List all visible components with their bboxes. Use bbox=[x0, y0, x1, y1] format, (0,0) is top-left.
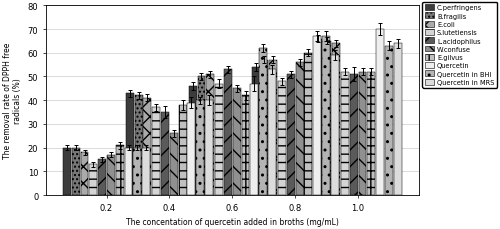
Bar bbox=[332, 44, 340, 195]
Bar bbox=[314, 37, 321, 195]
Bar bbox=[90, 164, 98, 195]
Bar bbox=[324, 42, 332, 195]
Bar bbox=[80, 153, 88, 195]
Bar bbox=[376, 30, 384, 195]
Bar bbox=[188, 103, 196, 195]
Bar bbox=[63, 148, 71, 195]
Bar bbox=[331, 56, 339, 195]
Bar bbox=[142, 148, 150, 195]
Bar bbox=[224, 70, 232, 195]
Bar bbox=[394, 44, 402, 195]
Bar bbox=[198, 77, 205, 195]
Bar bbox=[205, 101, 213, 195]
Bar bbox=[341, 72, 349, 195]
Bar bbox=[314, 39, 322, 195]
Bar bbox=[259, 49, 267, 195]
Bar bbox=[170, 134, 178, 195]
Bar bbox=[161, 112, 169, 195]
Bar bbox=[296, 63, 304, 195]
Bar bbox=[98, 160, 106, 195]
Bar bbox=[268, 70, 276, 195]
Bar bbox=[107, 155, 115, 195]
Bar bbox=[250, 84, 258, 195]
Bar bbox=[252, 68, 260, 195]
Bar bbox=[144, 98, 152, 195]
Bar bbox=[385, 46, 393, 195]
Bar bbox=[134, 96, 142, 195]
Bar bbox=[134, 148, 141, 195]
Bar bbox=[287, 75, 295, 195]
Bar bbox=[233, 89, 240, 195]
Bar bbox=[124, 148, 132, 195]
Legend: C.perfringens, B.fragilis, E.coli, S.lutetiensis, L.acidophilus, W.confuse, E.gi: C.perfringens, B.fragilis, E.coli, S.lut… bbox=[422, 3, 497, 88]
Bar bbox=[350, 75, 358, 195]
Bar bbox=[242, 96, 250, 195]
Y-axis label: The removal rate of DPPH free
radicals (%): The removal rate of DPPH free radicals (… bbox=[3, 43, 22, 159]
Bar bbox=[278, 82, 286, 195]
Bar bbox=[269, 61, 277, 195]
Bar bbox=[368, 72, 376, 195]
Bar bbox=[72, 148, 80, 195]
Bar bbox=[322, 37, 330, 195]
Bar bbox=[178, 106, 186, 195]
Bar bbox=[260, 61, 268, 195]
Bar bbox=[215, 84, 223, 195]
Bar bbox=[206, 75, 214, 195]
Bar bbox=[188, 87, 196, 195]
Bar bbox=[304, 54, 312, 195]
X-axis label: The concentation of quercetin added in broths (mg/mL): The concentation of quercetin added in b… bbox=[126, 217, 339, 226]
Bar bbox=[358, 72, 366, 195]
Bar bbox=[152, 108, 160, 195]
Bar bbox=[116, 146, 124, 195]
Bar bbox=[196, 101, 204, 195]
Bar bbox=[126, 94, 134, 195]
